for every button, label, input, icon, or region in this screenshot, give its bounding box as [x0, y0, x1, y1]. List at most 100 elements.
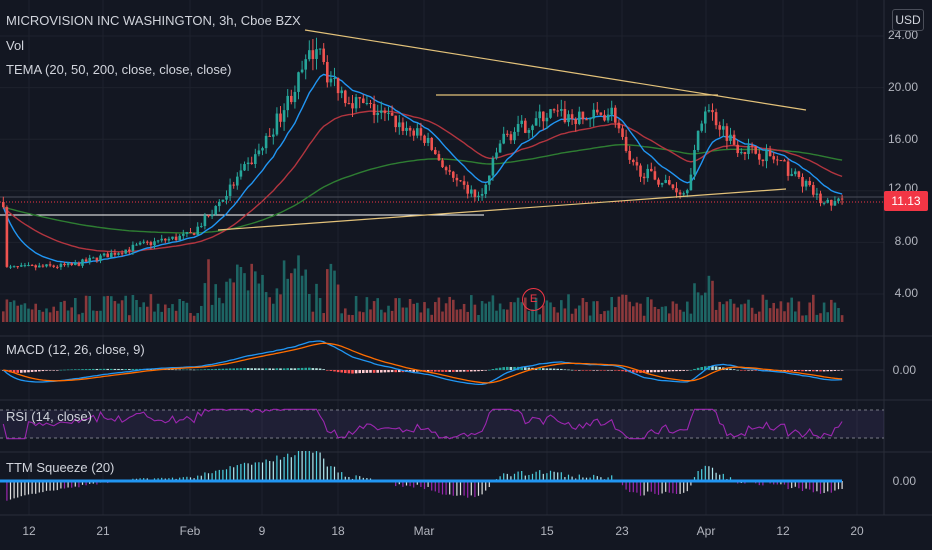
macd-pane [0, 340, 884, 386]
tema-lines [2, 73, 843, 264]
volume-bar [513, 302, 516, 322]
candle-body [736, 144, 739, 154]
squeeze-histogram-bar [35, 481, 37, 494]
earnings-badge[interactable]: E [522, 288, 545, 311]
volume-bar [243, 273, 246, 322]
volume-bar [416, 302, 419, 322]
candle-body [333, 78, 336, 80]
volume-bar [77, 314, 81, 322]
candle-body [408, 127, 412, 131]
squeeze-histogram-bar [488, 481, 490, 488]
tema-legend[interactable]: TEMA (20, 50, 200, close, close, close) [6, 62, 232, 77]
squeeze-histogram-bar [510, 476, 512, 481]
macd-histogram-bar [182, 369, 185, 371]
macd-histogram-bar [686, 370, 689, 371]
squeeze-legend[interactable]: TTM Squeeze (20) [6, 460, 115, 475]
candle-body [462, 181, 466, 185]
candle-body [246, 162, 250, 165]
currency-button[interactable]: USD [892, 9, 924, 31]
candle-body [30, 265, 34, 267]
candle-body [171, 236, 174, 239]
candle-body [585, 119, 588, 121]
squeeze-histogram-bar [567, 474, 570, 481]
volume-bar [326, 269, 329, 322]
candle-body [153, 241, 156, 246]
candle-body [696, 130, 700, 151]
volume-bar [776, 308, 779, 322]
macd-histogram-bar [398, 370, 401, 373]
squeeze-histogram-bar [780, 481, 782, 485]
macd-histogram-bar [646, 370, 649, 373]
candle-body [63, 263, 66, 266]
symbol-title[interactable]: MICROVISION INC WASHINGTON, 3h, Cboe BZX [6, 13, 301, 28]
squeeze-histogram-bar [546, 473, 548, 481]
candle-body [380, 110, 383, 113]
candle-body [174, 236, 178, 241]
volume-bar [84, 295, 88, 322]
time-axis-label: Apr [697, 524, 716, 538]
volume-bar [236, 264, 239, 322]
squeeze-histogram-bar [96, 481, 98, 485]
candle-body [614, 107, 617, 123]
squeeze-histogram-bar [517, 471, 519, 481]
macd-histogram-bar [30, 370, 34, 372]
candle-body [531, 125, 534, 131]
squeeze-histogram-bar [279, 459, 282, 481]
rsi-legend[interactable]: RSI (14, close) [6, 409, 92, 424]
volume-bar [430, 314, 433, 322]
volume-legend[interactable]: Vol [6, 38, 25, 53]
candle-body [196, 226, 199, 235]
macd-histogram-bar [581, 370, 585, 371]
squeeze-histogram-bar [330, 466, 332, 481]
volume-bar [592, 301, 595, 322]
squeeze-histogram-bar [553, 471, 555, 481]
candles [2, 37, 844, 271]
candle-body [347, 103, 351, 105]
macd-histogram-bar [268, 368, 271, 370]
volume-bar [840, 315, 844, 322]
macd-histogram-bar [189, 369, 192, 371]
squeeze-histogram-bar [654, 481, 656, 494]
candle-body [722, 126, 725, 130]
volume-bar [333, 270, 336, 322]
macd-histogram-bar [322, 369, 325, 370]
volume-bar [354, 296, 358, 322]
macd-legend[interactable]: MACD (12, 26, close, 9) [6, 342, 145, 357]
candle-body [794, 171, 797, 175]
squeeze-histogram-bar [819, 481, 822, 494]
squeeze-histogram-bar [791, 481, 793, 489]
squeeze-histogram-bar [326, 466, 328, 481]
squeeze-histogram-bar [542, 473, 544, 481]
candle-body [189, 232, 192, 234]
candle-body [606, 114, 610, 121]
candle-body [545, 117, 549, 122]
squeeze-histogram-bar [287, 453, 289, 481]
macd-histogram-bar [830, 370, 833, 372]
squeeze-histogram-bar [31, 481, 33, 494]
volume-bar [225, 281, 228, 322]
time-axis-label: 23 [615, 524, 629, 538]
volume-bar [830, 299, 833, 322]
candle-body [718, 125, 721, 130]
squeeze-histogram-bar [434, 481, 436, 492]
candle-body [354, 97, 358, 109]
macd-histogram-bar [218, 368, 221, 370]
volume-bar [164, 304, 167, 322]
last-price-tag: 11.13 [884, 191, 928, 211]
volume-bar [783, 311, 786, 322]
candle-body [308, 50, 311, 60]
volume-bar [614, 307, 617, 322]
macd-histogram-bar [524, 367, 527, 370]
volume-bar [729, 299, 732, 322]
volume-bar [538, 314, 541, 322]
squeeze-histogram-bar [585, 477, 588, 481]
macd-histogram-bar [228, 368, 232, 370]
volume-bar [52, 306, 55, 322]
volume-bar [808, 302, 811, 322]
volume-bar [20, 304, 23, 322]
macd-histogram-bar [113, 368, 117, 370]
macd-histogram-bar [462, 370, 466, 372]
candle-body [117, 253, 120, 255]
squeeze-histogram-bar [341, 472, 343, 481]
